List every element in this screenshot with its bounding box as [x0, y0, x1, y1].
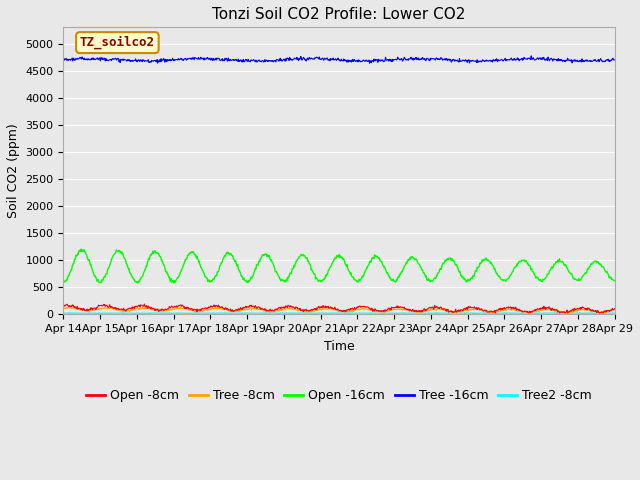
Tree2 -8cm [378, 311, 386, 316]
Tree -8cm [283, 306, 291, 312]
Tree -16cm [527, 53, 535, 59]
Open -16cm [490, 266, 498, 272]
Tree2 -8cm [500, 310, 508, 316]
Tree -8cm [611, 307, 618, 313]
Tree2 -8cm [302, 310, 310, 316]
Tree2 -8cm [490, 311, 498, 316]
Open -16cm [439, 260, 447, 266]
Tree2 -8cm [611, 311, 618, 316]
Open -16cm [284, 275, 291, 281]
Open -16cm [134, 280, 141, 286]
Tree -16cm [116, 57, 124, 63]
Tree -16cm [282, 58, 290, 63]
Open -8cm [500, 306, 508, 312]
Open -16cm [500, 277, 508, 283]
Open -8cm [564, 310, 572, 316]
Tree -8cm [500, 308, 508, 313]
Tree -8cm [525, 311, 533, 316]
Line: Open -8cm: Open -8cm [63, 304, 614, 313]
Tree2 -8cm [116, 310, 124, 316]
Open -8cm [116, 306, 124, 312]
Open -8cm [141, 301, 148, 307]
Tree -16cm [611, 57, 618, 63]
Tree -8cm [303, 309, 310, 314]
Tree -8cm [438, 306, 446, 312]
Tree -16cm [490, 57, 497, 63]
Open -16cm [60, 278, 67, 284]
Open -8cm [283, 303, 291, 309]
Tree -8cm [116, 308, 124, 313]
Open -8cm [490, 309, 497, 314]
Tree -16cm [438, 57, 446, 63]
Tree2 -8cm [60, 310, 67, 316]
Open -16cm [116, 250, 124, 255]
Tree -16cm [302, 58, 310, 64]
Open -16cm [77, 247, 84, 252]
Tree -16cm [500, 58, 508, 63]
Tree -8cm [490, 310, 497, 315]
Tree -8cm [177, 304, 184, 310]
Tree -16cm [60, 56, 67, 62]
Tree -8cm [60, 305, 67, 311]
Line: Tree -16cm: Tree -16cm [63, 56, 614, 63]
Title: Tonzi Soil CO2 Profile: Lower CO2: Tonzi Soil CO2 Profile: Lower CO2 [212, 7, 466, 22]
Line: Open -16cm: Open -16cm [63, 250, 614, 283]
Tree2 -8cm [306, 310, 314, 315]
Open -8cm [303, 308, 310, 313]
Y-axis label: Soil CO2 (ppm): Soil CO2 (ppm) [7, 123, 20, 218]
Line: Tree2 -8cm: Tree2 -8cm [63, 312, 614, 313]
Open -8cm [438, 306, 446, 312]
Open -16cm [611, 278, 618, 284]
Open -16cm [303, 255, 311, 261]
Tree2 -8cm [282, 310, 290, 316]
Tree -16cm [365, 60, 373, 66]
Open -8cm [611, 306, 618, 312]
Tree2 -8cm [439, 311, 447, 316]
Open -8cm [60, 303, 67, 309]
X-axis label: Time: Time [324, 340, 355, 353]
Legend: Open -8cm, Tree -8cm, Open -16cm, Tree -16cm, Tree2 -8cm: Open -8cm, Tree -8cm, Open -16cm, Tree -… [81, 384, 597, 407]
Text: TZ_soilco2: TZ_soilco2 [80, 36, 155, 49]
Line: Tree -8cm: Tree -8cm [63, 307, 614, 313]
